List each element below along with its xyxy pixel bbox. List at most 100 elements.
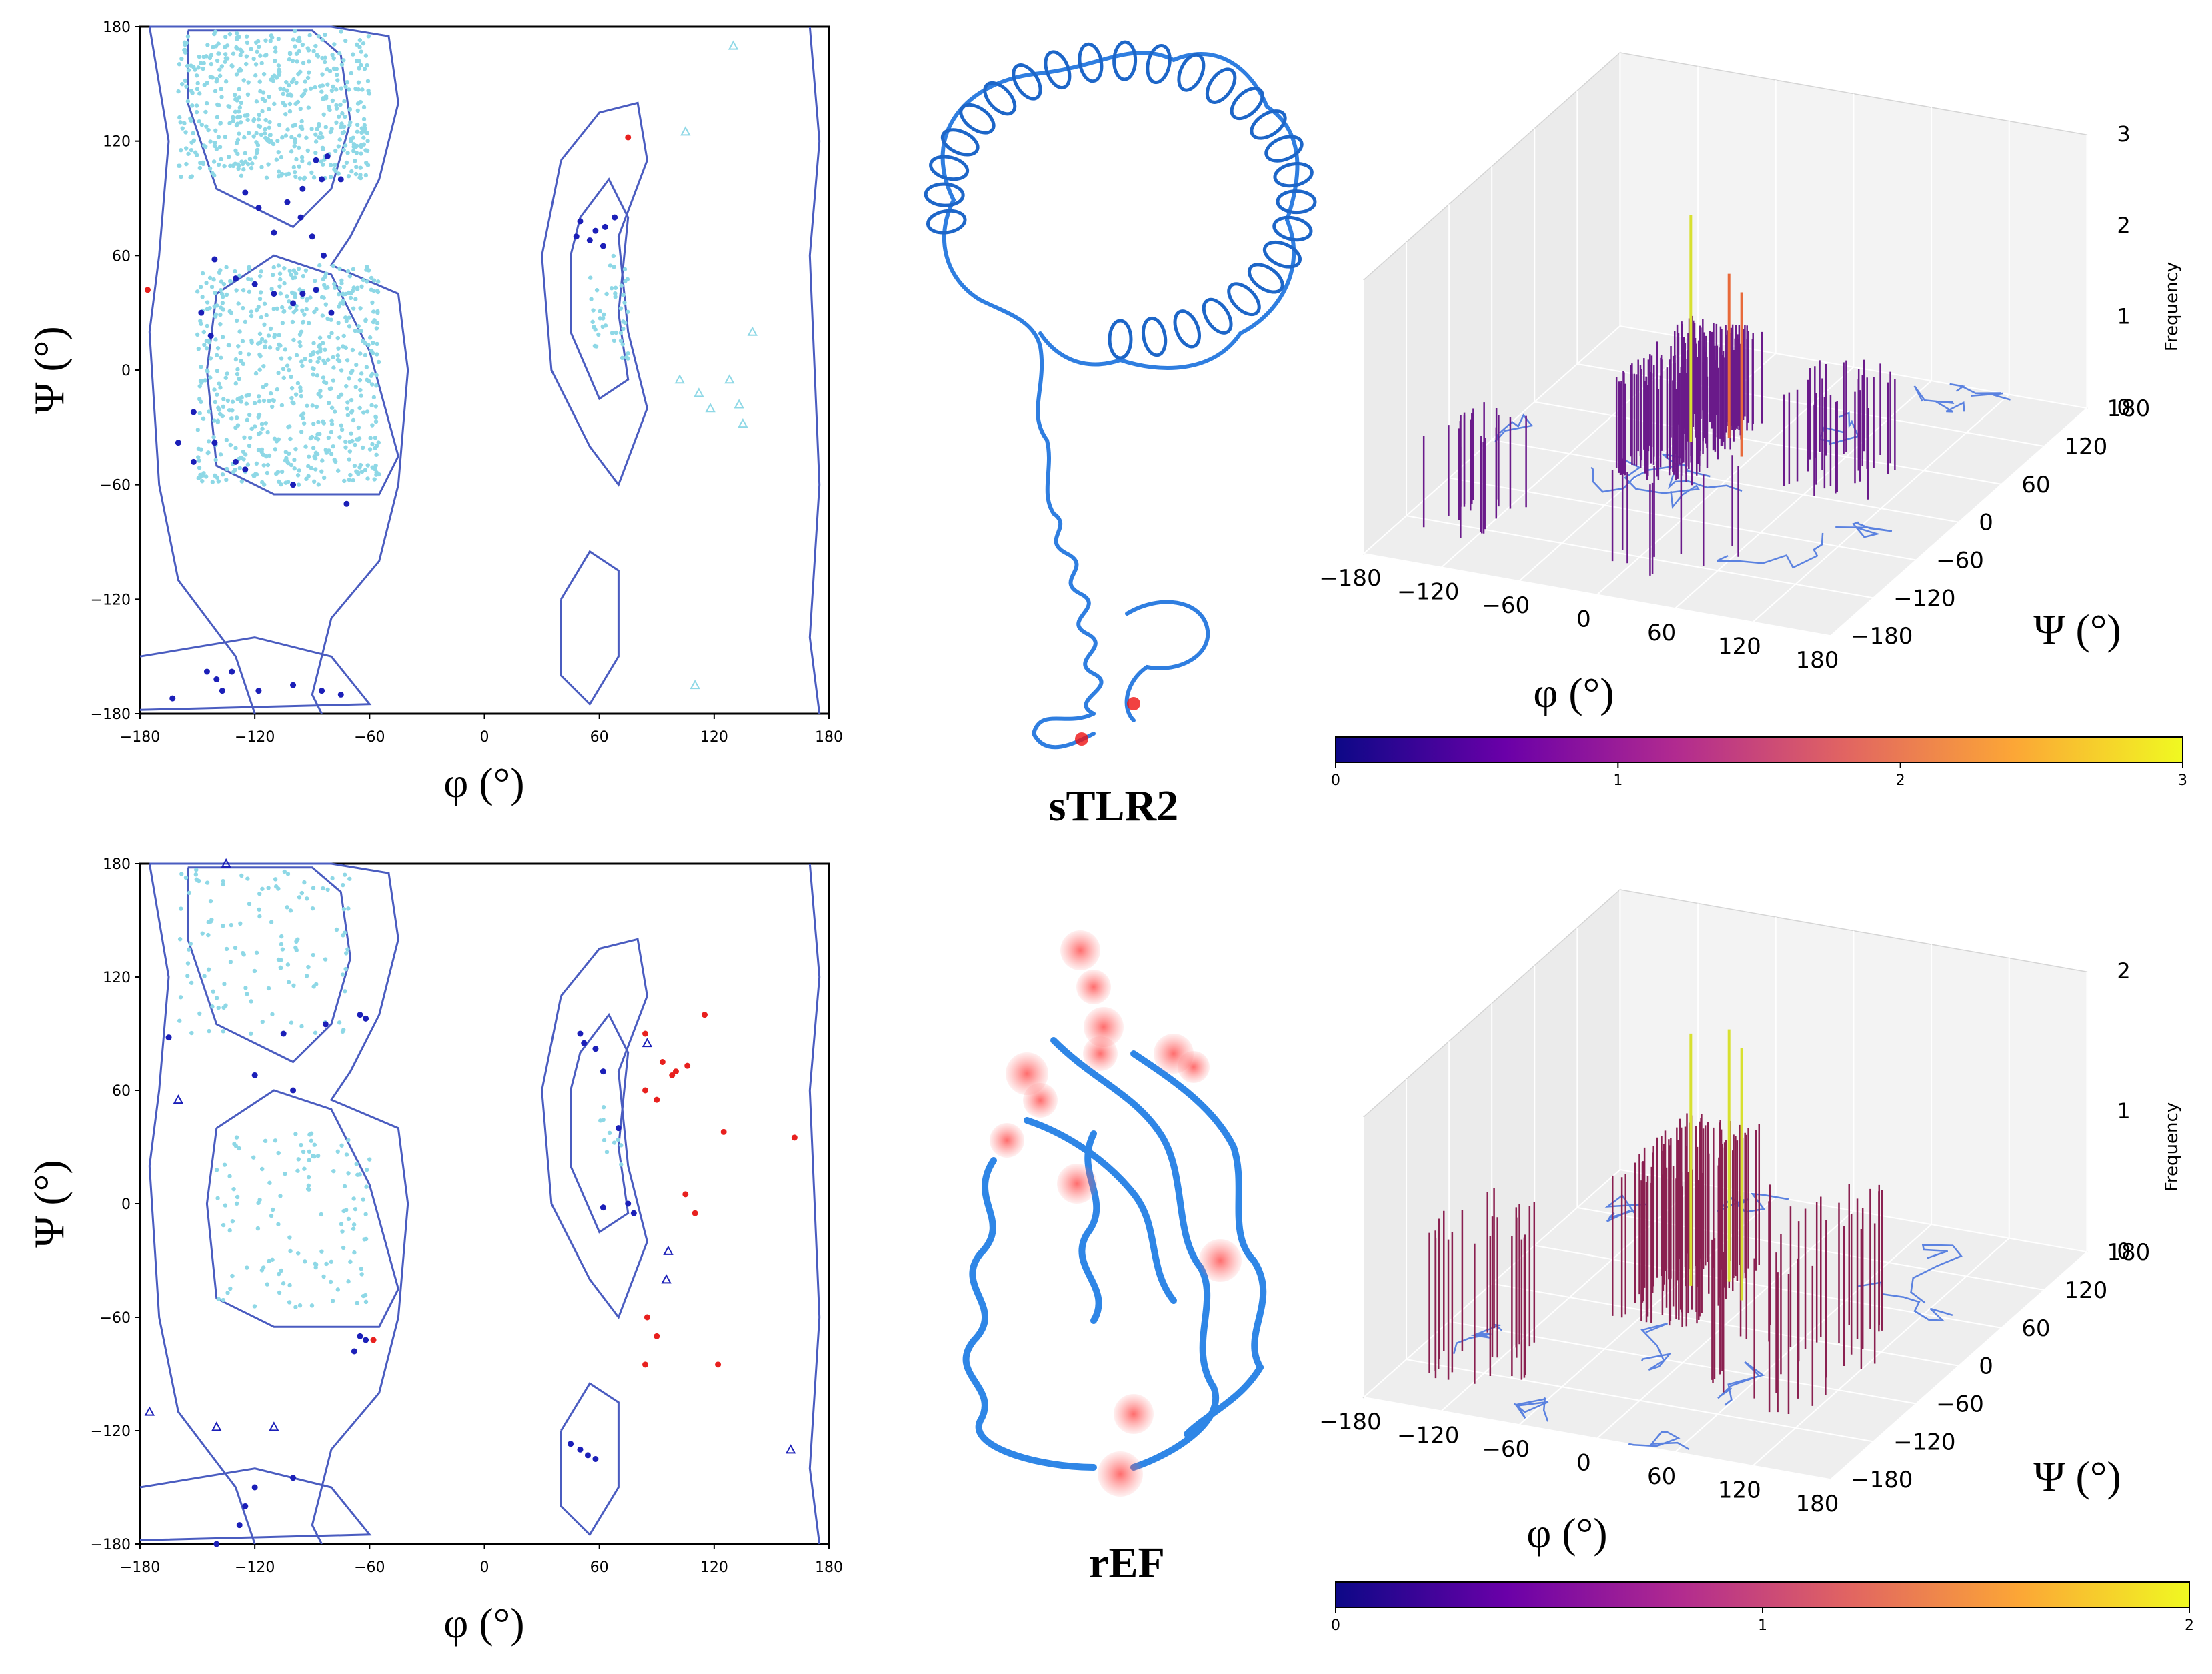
favored-point <box>249 340 254 345</box>
favored-point <box>271 397 275 403</box>
favored-point <box>371 278 377 283</box>
favored-point <box>343 989 347 994</box>
favored-point <box>179 174 183 179</box>
favored-point <box>291 983 296 988</box>
favored-point <box>375 352 379 357</box>
favored-point <box>283 112 288 117</box>
favored-point <box>322 157 327 162</box>
favored-point <box>287 1300 292 1305</box>
favored-point <box>291 268 297 273</box>
favored-point <box>359 130 364 135</box>
favored-point <box>273 884 279 889</box>
favored-point <box>355 285 360 290</box>
outlier-point <box>144 287 151 293</box>
favored-point <box>296 267 301 271</box>
favored-point <box>279 1268 283 1273</box>
favored-point <box>283 347 288 352</box>
favored-point <box>264 175 269 180</box>
favored-point <box>233 1144 239 1148</box>
allowed-point <box>322 1021 329 1028</box>
favored-point <box>303 1259 307 1264</box>
favored-point <box>253 40 259 45</box>
favored-point <box>195 289 200 294</box>
favored-point <box>253 73 258 78</box>
allowed-point <box>271 229 277 236</box>
allowed-point <box>328 309 335 316</box>
favored-point <box>287 424 292 429</box>
favored-point <box>225 371 229 376</box>
favored-point <box>246 352 251 357</box>
favored-point <box>332 457 337 462</box>
favored-point <box>289 374 293 379</box>
favored-point <box>359 371 364 376</box>
x-tick-label: −120 <box>1397 1423 1459 1449</box>
favored-point <box>341 129 347 135</box>
favored-point <box>319 469 324 474</box>
favored-point <box>221 1297 226 1303</box>
favored-point <box>339 368 344 373</box>
allowed-point <box>357 1012 363 1018</box>
favored-point <box>253 371 259 376</box>
favored-point <box>257 274 263 279</box>
favored-point <box>261 364 266 369</box>
favored-point <box>223 375 228 380</box>
favored-point <box>206 920 211 924</box>
favored-point <box>263 53 268 58</box>
favored-point <box>363 318 368 323</box>
favored-point <box>346 173 351 179</box>
favored-point <box>237 377 241 381</box>
data-points <box>144 28 758 702</box>
favored-point <box>619 1162 624 1167</box>
favored-point <box>233 269 237 274</box>
favored-point <box>237 1146 241 1151</box>
allowed-point <box>363 1337 369 1343</box>
favored-point <box>287 57 292 62</box>
favored-point <box>256 305 261 309</box>
favored-point <box>196 65 201 70</box>
favored-point <box>264 313 269 318</box>
favored-point <box>276 37 281 41</box>
allowed-point <box>351 1348 357 1355</box>
favored-point <box>320 55 325 61</box>
contour-line <box>1835 521 1893 538</box>
favored-point <box>257 891 262 896</box>
favored-point <box>238 120 243 125</box>
favored-point <box>341 58 346 63</box>
favored-point <box>287 305 293 310</box>
favored-point <box>249 47 253 51</box>
x-tick-label: −180 <box>1319 565 1381 592</box>
favored-point <box>276 371 281 375</box>
favored-point <box>291 165 296 170</box>
favored-point <box>259 1166 265 1172</box>
favored-point <box>596 332 601 337</box>
outlier-point <box>654 1333 660 1339</box>
x-tick-label: 0 <box>480 729 489 746</box>
y-tick-label: 120 <box>2064 434 2107 460</box>
favored-point <box>285 460 291 466</box>
favored-point <box>257 124 263 129</box>
favored-point <box>349 370 353 375</box>
favored-point <box>358 462 363 468</box>
glycine-point <box>705 403 716 413</box>
y-tick-label: 180 <box>103 19 131 36</box>
favored-point <box>282 266 287 271</box>
allowed-point <box>290 482 297 488</box>
favored-point <box>347 376 351 381</box>
favored-point <box>215 418 220 423</box>
favored-point <box>324 1261 329 1267</box>
favored-point <box>269 1213 274 1218</box>
favored-point <box>311 422 316 426</box>
favored-point <box>211 435 216 440</box>
favored-point <box>208 375 213 380</box>
favored-point <box>373 446 377 450</box>
favored-point <box>259 450 264 454</box>
favored-point <box>210 1004 215 1009</box>
favored-point <box>258 53 263 58</box>
favored-point <box>199 122 204 127</box>
favored-point <box>373 404 378 409</box>
favored-point <box>361 1197 365 1202</box>
favored-point <box>336 321 341 325</box>
favored-point <box>344 384 349 389</box>
favored-point <box>218 322 223 327</box>
favored-point <box>358 165 363 170</box>
